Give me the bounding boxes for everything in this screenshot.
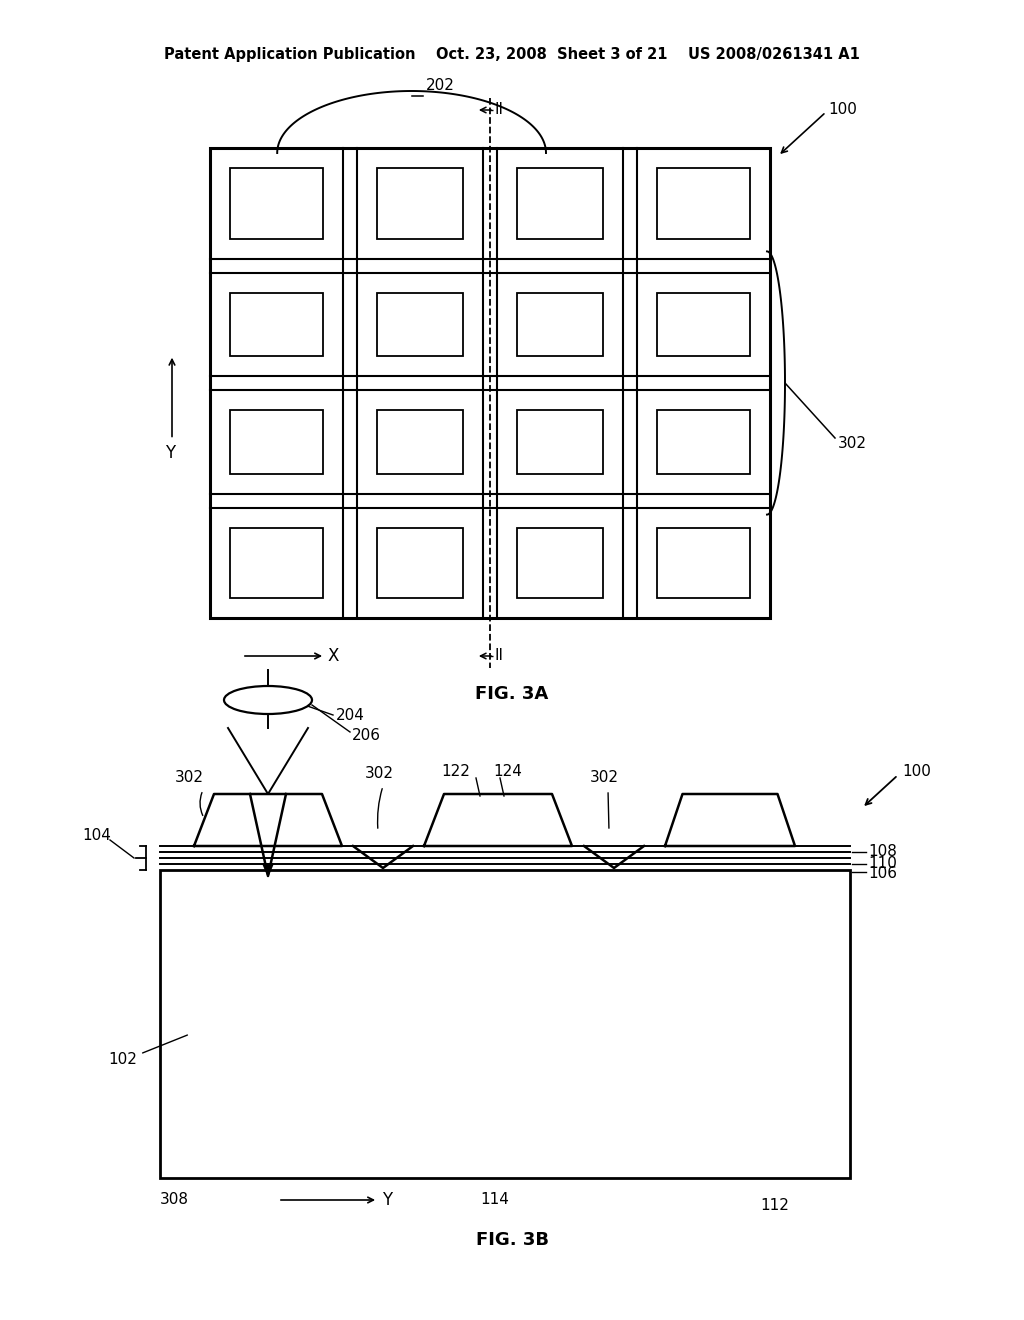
Text: X: X: [328, 647, 339, 665]
Bar: [517, 411, 603, 474]
Text: 100: 100: [902, 764, 931, 780]
Text: Y: Y: [382, 1191, 392, 1209]
Text: 302: 302: [365, 767, 394, 781]
Bar: [517, 293, 603, 356]
Text: 308: 308: [160, 1192, 189, 1208]
Text: 112: 112: [760, 1199, 788, 1213]
Text: II: II: [495, 103, 504, 117]
Text: 124: 124: [493, 764, 522, 780]
Text: FIG. 3B: FIG. 3B: [475, 1232, 549, 1249]
Text: Patent Application Publication    Oct. 23, 2008  Sheet 3 of 21    US 2008/026134: Patent Application Publication Oct. 23, …: [164, 48, 860, 62]
Bar: [377, 528, 463, 598]
Ellipse shape: [224, 686, 312, 714]
Text: 104: 104: [82, 829, 111, 843]
Bar: [210, 148, 770, 618]
Text: 102: 102: [108, 1052, 137, 1067]
Text: FIG. 3A: FIG. 3A: [475, 685, 549, 704]
Text: 302: 302: [175, 771, 204, 785]
Bar: [230, 528, 323, 598]
Bar: [657, 168, 750, 239]
Bar: [160, 870, 850, 1177]
Text: II: II: [495, 648, 504, 664]
Text: 202: 202: [426, 78, 455, 94]
Text: 106: 106: [868, 866, 897, 882]
Text: 122: 122: [441, 764, 470, 780]
Bar: [377, 411, 463, 474]
Bar: [230, 411, 323, 474]
Bar: [517, 168, 603, 239]
Text: 206: 206: [352, 727, 381, 742]
Bar: [517, 528, 603, 598]
Text: 302: 302: [590, 771, 618, 785]
Bar: [230, 293, 323, 356]
Bar: [657, 411, 750, 474]
Text: 302: 302: [838, 436, 867, 450]
Text: 110: 110: [868, 857, 897, 871]
Bar: [657, 293, 750, 356]
Text: 100: 100: [828, 103, 857, 117]
Text: Y: Y: [165, 445, 175, 462]
Bar: [657, 528, 750, 598]
Text: 108: 108: [868, 845, 897, 859]
Polygon shape: [263, 865, 273, 876]
Text: 204: 204: [336, 708, 365, 722]
Bar: [377, 168, 463, 239]
Bar: [230, 168, 323, 239]
Text: 114: 114: [480, 1192, 509, 1208]
Bar: [377, 293, 463, 356]
